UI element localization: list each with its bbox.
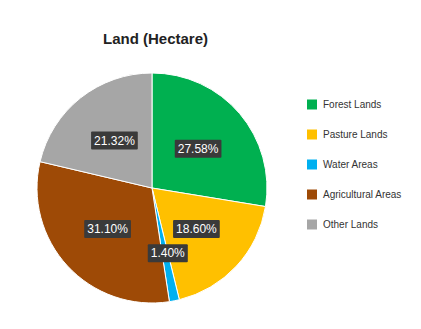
svg-text:Pasture Lands: Pasture Lands (323, 129, 388, 140)
svg-text:21.32%: 21.32% (94, 134, 135, 148)
svg-text:1.40%: 1.40% (151, 246, 185, 260)
svg-text:Other Lands: Other Lands (323, 219, 378, 230)
svg-text:18.60%: 18.60% (176, 222, 217, 236)
svg-text:27.58%: 27.58% (178, 142, 219, 156)
svg-text:Land (Hectare): Land (Hectare) (103, 30, 208, 47)
svg-text:Forest Lands: Forest Lands (323, 99, 381, 110)
svg-text:Water Areas: Water Areas (323, 159, 378, 170)
svg-text:Agricultural Areas: Agricultural Areas (323, 189, 401, 200)
svg-text:31.10%: 31.10% (87, 222, 128, 236)
